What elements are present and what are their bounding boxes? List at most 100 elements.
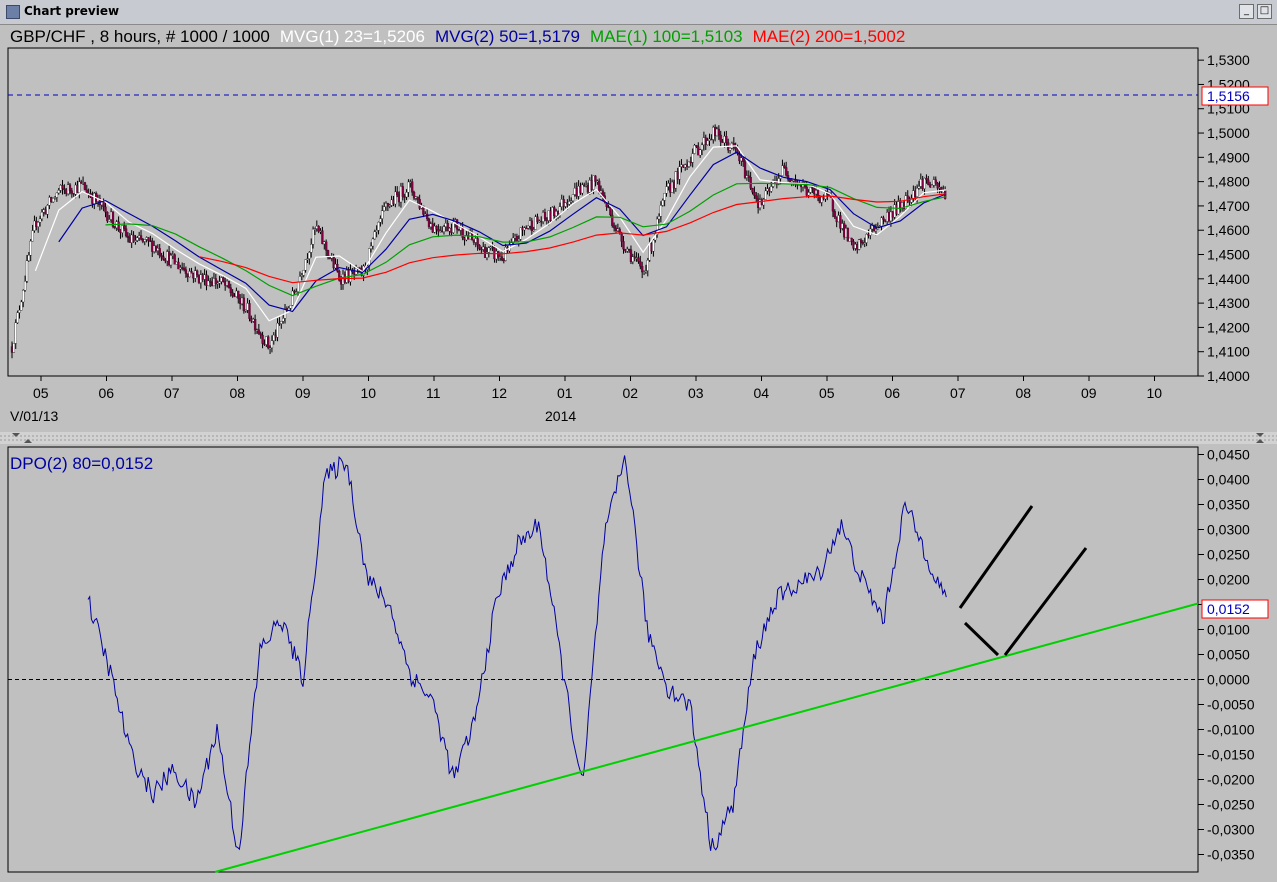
- candle-body: [151, 240, 154, 252]
- candle-body: [214, 278, 217, 285]
- candle-body: [713, 127, 717, 137]
- candle-body: [914, 190, 917, 197]
- candle-body: [670, 181, 674, 193]
- candle-body: [93, 193, 96, 204]
- splitter-arrows-right-icon[interactable]: [1256, 433, 1264, 443]
- candle-body: [78, 181, 81, 193]
- candle-body: [175, 261, 178, 265]
- candle-body: [261, 334, 264, 344]
- candle-body: [173, 254, 176, 265]
- dpo-tick-label: -0,0100: [1207, 722, 1255, 738]
- candle-body: [16, 312, 19, 323]
- candle-body: [814, 190, 818, 195]
- candle-body: [682, 164, 685, 168]
- current-dpo-box: [1201, 599, 1269, 619]
- candle-body: [257, 329, 260, 334]
- time-tick-label: 12: [492, 385, 508, 401]
- candle-body: [108, 219, 111, 222]
- candle-body: [339, 280, 343, 285]
- candle-body: [216, 283, 219, 285]
- candle-body: [25, 260, 29, 282]
- candle-body: [835, 216, 838, 223]
- candle-body: [377, 221, 380, 231]
- candle-body: [325, 241, 328, 251]
- candle-body: [80, 181, 83, 184]
- candle-body: [626, 248, 629, 252]
- dpo-tick-label: -0,0200: [1207, 772, 1255, 788]
- candle-body: [255, 329, 259, 331]
- candle-body: [786, 175, 790, 180]
- candle-body: [500, 256, 504, 261]
- candle-body: [274, 334, 277, 338]
- candle-body: [543, 212, 547, 219]
- minimize-button[interactable]: _: [1239, 4, 1254, 19]
- candle-body: [405, 192, 408, 198]
- candle-body: [633, 256, 636, 259]
- candle-body: [156, 248, 160, 251]
- candle-body: [583, 184, 586, 187]
- candle-body: [768, 188, 771, 192]
- candle-body: [414, 196, 418, 199]
- candle-body: [641, 266, 644, 273]
- candle-body: [280, 321, 283, 324]
- candle-body: [856, 244, 859, 250]
- candle-body: [525, 227, 528, 229]
- candle-body: [311, 228, 315, 245]
- candle-body: [659, 205, 663, 217]
- candle-body: [874, 229, 878, 232]
- time-axis: 05 06 07 08 09 10 11 12 01 02 03 04 05 06 07 08 09 10: [33, 376, 1162, 401]
- candle-body: [225, 280, 229, 286]
- candle-body: [566, 202, 569, 205]
- price-tick-label: 1,4700: [1207, 198, 1250, 214]
- candle-body: [648, 243, 651, 261]
- dpo-tick-label: 0,0050: [1207, 647, 1250, 663]
- candle-body: [166, 251, 169, 262]
- candle-body: [259, 333, 262, 336]
- candle-body: [61, 185, 64, 189]
- candle-body: [624, 249, 627, 252]
- candle-body: [728, 147, 732, 151]
- candle-body: [742, 157, 745, 162]
- candle-body: [304, 259, 307, 271]
- candle-body: [753, 192, 756, 196]
- candle-body: [687, 161, 691, 167]
- candle-body: [530, 220, 534, 232]
- candle-body: [921, 179, 924, 189]
- candle-body: [762, 199, 765, 206]
- candle-body: [10, 346, 14, 353]
- candle-body: [203, 274, 206, 280]
- candle-body: [14, 322, 17, 344]
- maximize-button[interactable]: □: [1257, 4, 1272, 19]
- candle-body: [141, 239, 145, 242]
- candle-body: [848, 237, 851, 242]
- candle-body: [382, 206, 386, 211]
- dpo-tick-label: -0,0300: [1207, 822, 1255, 838]
- candle-body: [545, 218, 548, 221]
- candle-body: [783, 165, 786, 168]
- candle-body: [276, 322, 279, 338]
- time-tick-label: 10: [361, 385, 377, 401]
- candle-body: [55, 192, 59, 198]
- candle-body: [295, 291, 298, 293]
- candle-body: [884, 219, 887, 222]
- candle-body: [457, 229, 461, 231]
- candle-body: [124, 228, 128, 237]
- candle-body: [319, 230, 322, 232]
- candle-body: [338, 271, 341, 281]
- candle-body: [33, 220, 36, 231]
- candle-body: [136, 237, 139, 241]
- candle-body: [425, 213, 429, 220]
- candle-body: [917, 186, 921, 189]
- splitter-arrows-left-icon[interactable]: [12, 433, 32, 443]
- candle-body: [667, 183, 670, 187]
- candle-body: [927, 179, 930, 185]
- candle-body: [704, 137, 707, 145]
- candle-body: [672, 181, 676, 189]
- candle-body: [521, 227, 524, 231]
- candle-body: [571, 194, 575, 201]
- candle-body: [915, 188, 919, 197]
- candle-body: [403, 196, 406, 198]
- candle-body: [74, 184, 77, 195]
- panel-splitter[interactable]: [0, 432, 1277, 444]
- candle-body: [702, 137, 706, 146]
